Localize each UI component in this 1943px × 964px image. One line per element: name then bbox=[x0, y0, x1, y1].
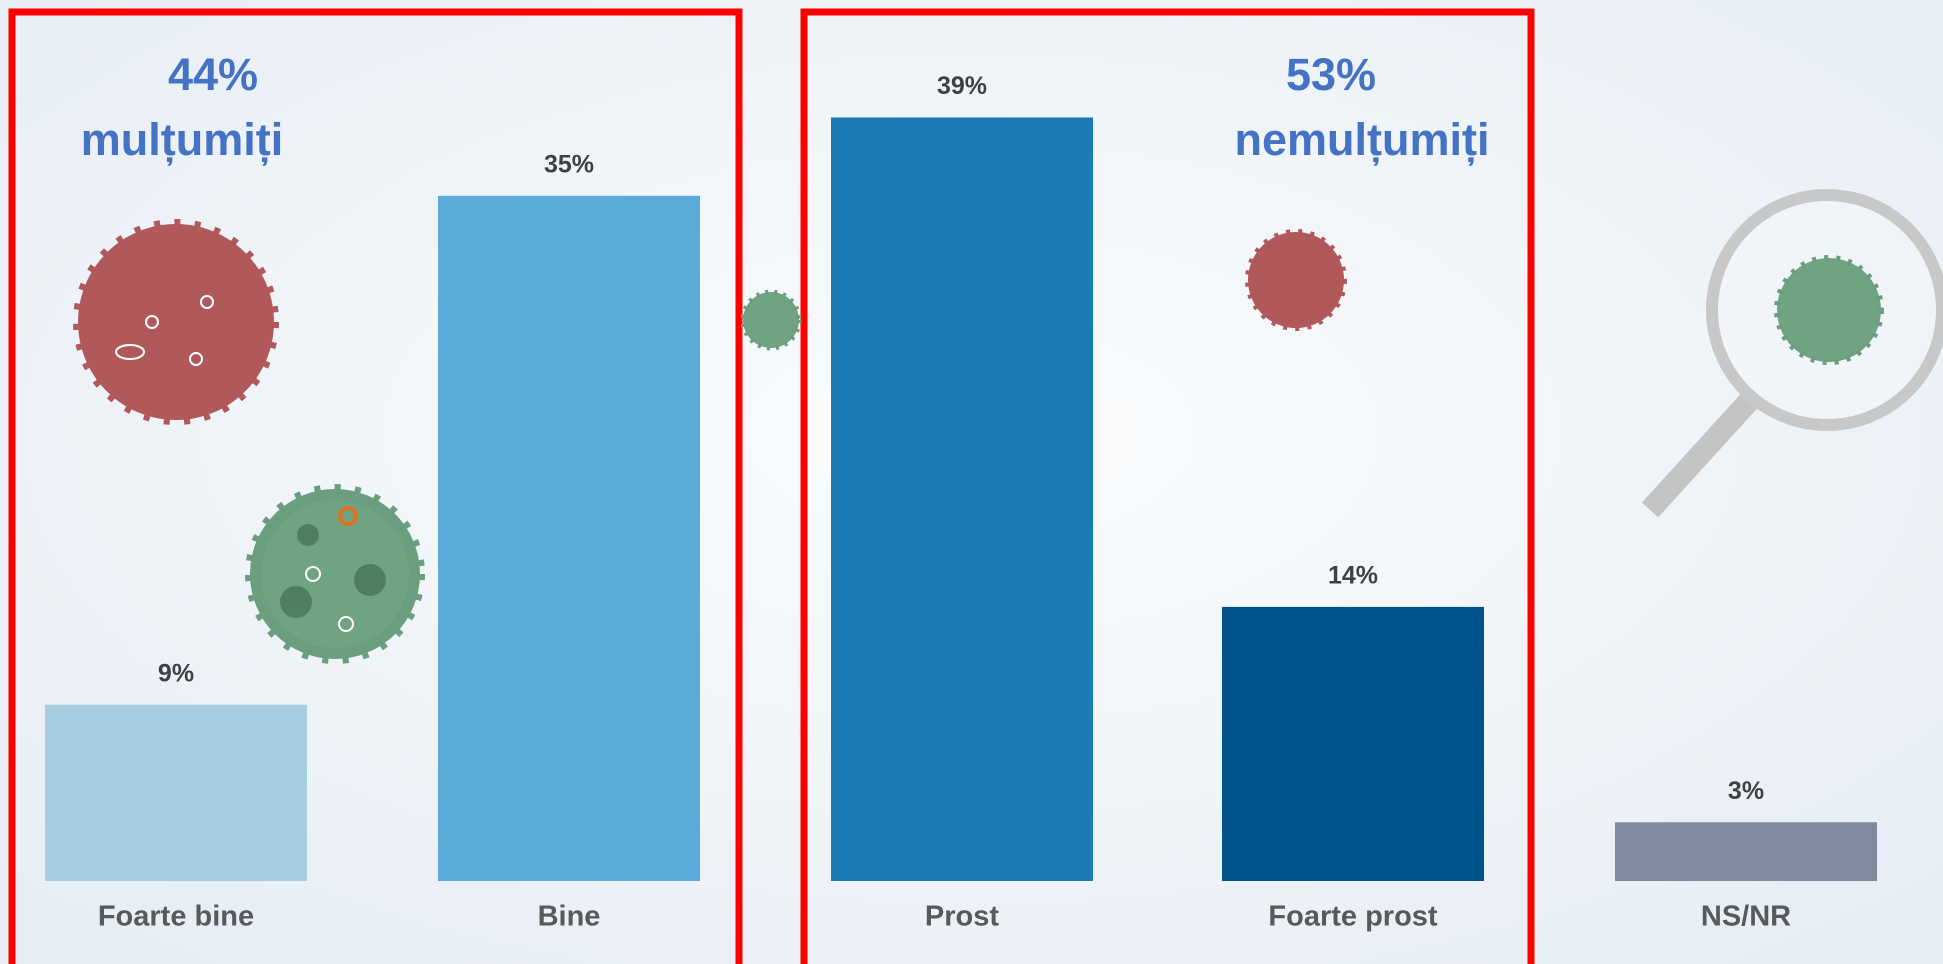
annotation: 53% bbox=[1286, 49, 1376, 100]
group-box bbox=[800, 8, 1535, 964]
virus-icon bbox=[740, 289, 802, 351]
x-tick-label: Foarte prost bbox=[1268, 901, 1438, 933]
bar bbox=[1222, 606, 1484, 881]
magnifier-icon bbox=[1641, 189, 1943, 518]
value-label: 9% bbox=[158, 659, 194, 687]
bar bbox=[1615, 822, 1877, 881]
bar bbox=[45, 704, 307, 881]
x-tick-label: Bine bbox=[538, 901, 601, 933]
value-label: 39% bbox=[937, 72, 987, 100]
x-tick-label: NS/NR bbox=[1701, 901, 1791, 933]
virus-icon bbox=[73, 219, 279, 425]
virus-icon bbox=[1245, 229, 1347, 331]
value-label: 35% bbox=[544, 150, 594, 178]
annotation: 44% bbox=[168, 49, 258, 100]
bar bbox=[831, 117, 1093, 881]
annotation: mulțumiți bbox=[81, 114, 283, 165]
virus-icon bbox=[245, 484, 425, 664]
x-tick-label: Prost bbox=[925, 901, 999, 933]
group-box bbox=[8, 8, 743, 964]
value-label: 14% bbox=[1328, 562, 1378, 590]
decoration bbox=[8, 8, 1943, 964]
x-tick-label: Foarte bine bbox=[98, 901, 254, 933]
annotation: nemulțumiți bbox=[1235, 114, 1490, 165]
bar bbox=[438, 195, 700, 881]
value-label: 3% bbox=[1728, 777, 1764, 805]
